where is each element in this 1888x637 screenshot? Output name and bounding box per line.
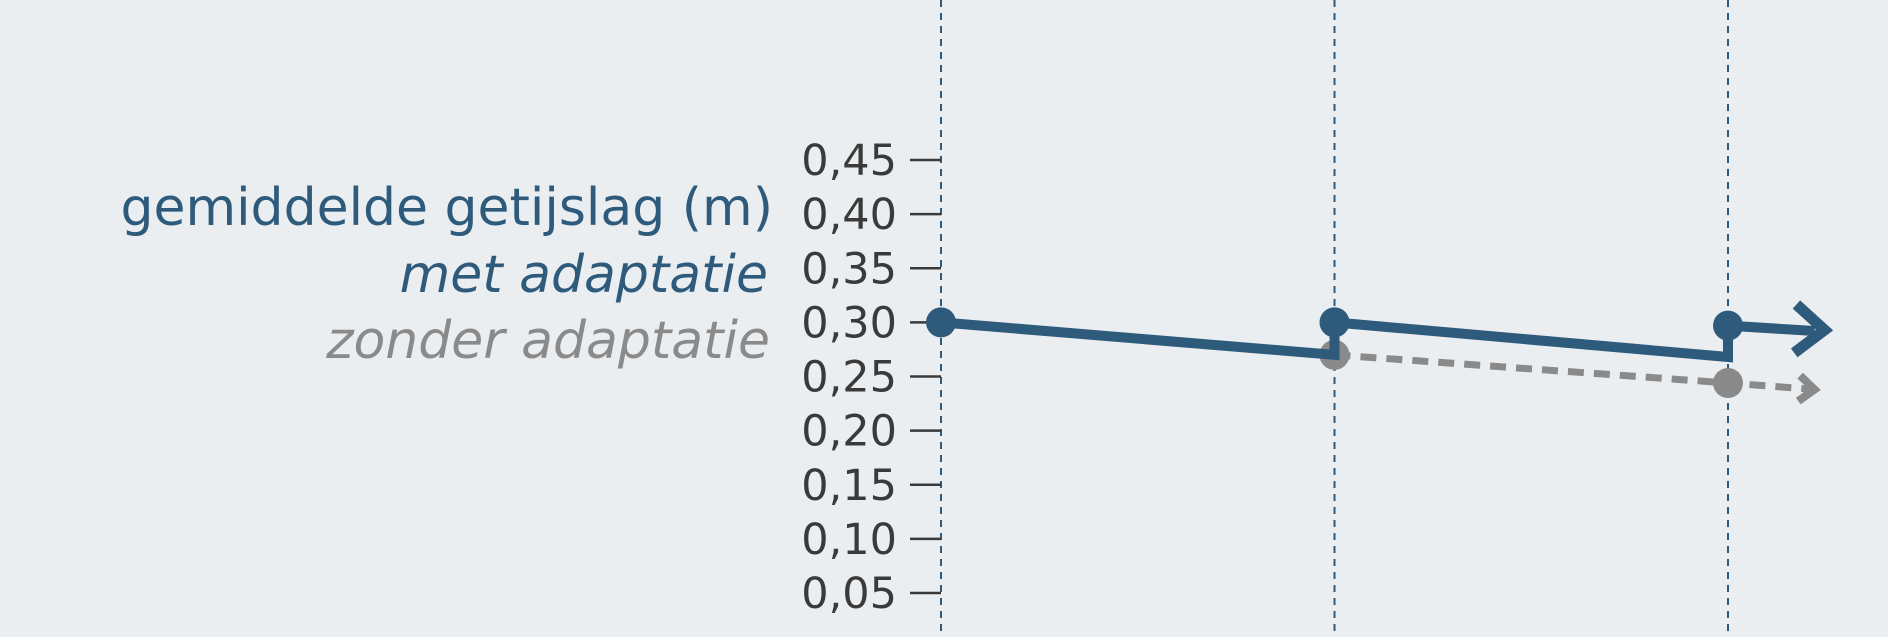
legend-zonder-adaptatie: zonder adaptatie (325, 311, 770, 371)
y-axis-ticks: 0,050,100,150,200,250,300,350,400,45 (801, 136, 941, 619)
y-tick-label-7: 0,40 (801, 190, 897, 240)
series-zonder-adaptatie (1319, 339, 1821, 405)
zonder-point-1 (1713, 367, 1743, 398)
met-point-1 (1319, 307, 1350, 338)
y-tick-label-1: 0,10 (801, 515, 897, 565)
y-tick-label-2: 0,15 (801, 461, 897, 511)
y-tick-label-3: 0,20 (801, 407, 897, 457)
met-arrowhead (1790, 300, 1834, 358)
met-point-0 (926, 307, 956, 338)
series-met-adaptatie (926, 300, 1834, 363)
y-tick-label-0: 0,05 (801, 569, 897, 619)
legend-met-adaptatie: met adaptatie (400, 245, 768, 305)
met-point-2 (1713, 310, 1743, 341)
y-tick-label-8: 0,45 (801, 136, 897, 186)
met-line (940, 316, 1815, 363)
axis-title: gemiddelde getijslag (m) (120, 178, 773, 238)
y-tick-label-6: 0,35 (801, 244, 897, 294)
y-tick-label-4: 0,25 (801, 353, 897, 403)
zonder-arrowhead (1795, 372, 1821, 405)
y-tick-label-5: 0,30 (801, 298, 897, 348)
